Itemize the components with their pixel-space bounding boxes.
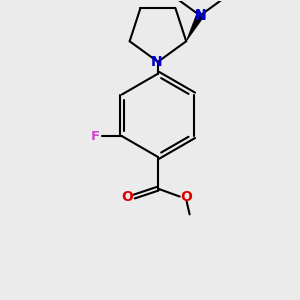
Polygon shape bbox=[186, 14, 203, 41]
Text: O: O bbox=[121, 190, 133, 204]
Text: O: O bbox=[181, 190, 193, 204]
Text: N: N bbox=[194, 8, 206, 22]
Text: N: N bbox=[194, 8, 206, 22]
Text: F: F bbox=[91, 130, 100, 142]
Text: N: N bbox=[151, 55, 163, 69]
